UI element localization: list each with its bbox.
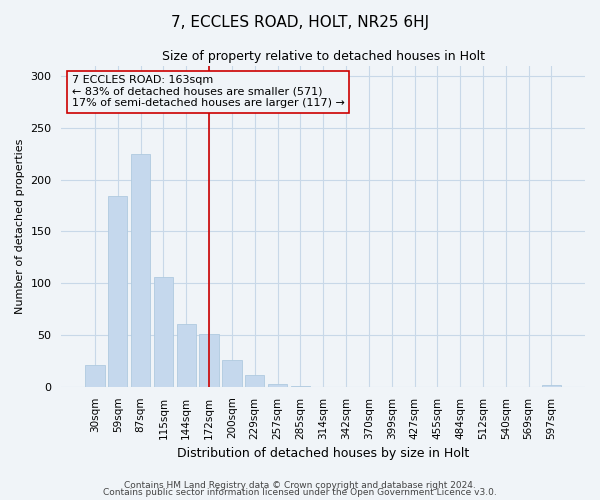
Text: 7, ECCLES ROAD, HOLT, NR25 6HJ: 7, ECCLES ROAD, HOLT, NR25 6HJ <box>171 15 429 30</box>
Y-axis label: Number of detached properties: Number of detached properties <box>15 138 25 314</box>
Text: Contains HM Land Registry data © Crown copyright and database right 2024.: Contains HM Land Registry data © Crown c… <box>124 480 476 490</box>
Title: Size of property relative to detached houses in Holt: Size of property relative to detached ho… <box>162 50 485 63</box>
Text: 7 ECCLES ROAD: 163sqm
← 83% of detached houses are smaller (571)
17% of semi-det: 7 ECCLES ROAD: 163sqm ← 83% of detached … <box>72 75 345 108</box>
Bar <box>154 277 173 387</box>
Bar <box>131 154 150 387</box>
Bar <box>199 334 219 387</box>
Bar <box>542 384 561 387</box>
Bar <box>290 386 310 387</box>
Bar <box>268 384 287 387</box>
X-axis label: Distribution of detached houses by size in Holt: Distribution of detached houses by size … <box>177 447 469 460</box>
Text: Contains public sector information licensed under the Open Government Licence v3: Contains public sector information licen… <box>103 488 497 497</box>
Bar <box>176 324 196 387</box>
Bar <box>85 365 104 387</box>
Bar <box>108 196 127 387</box>
Bar <box>222 360 242 387</box>
Bar <box>245 376 265 387</box>
